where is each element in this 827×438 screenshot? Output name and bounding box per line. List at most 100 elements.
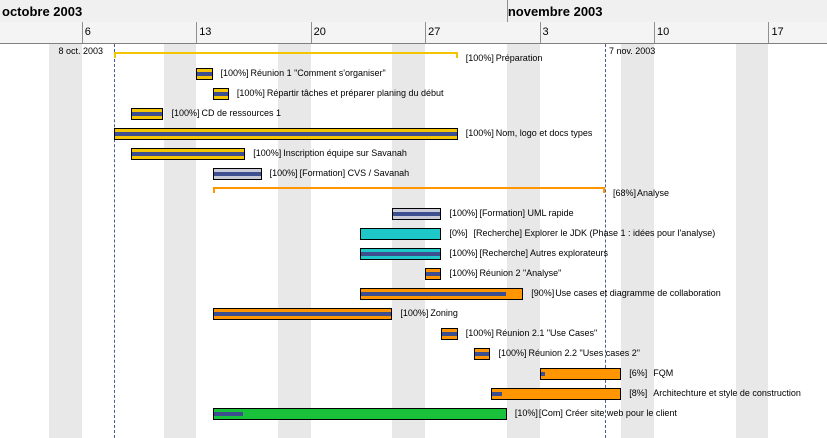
task-percent: [10%] (514, 408, 538, 418)
task-bar[interactable] (212, 88, 229, 100)
task-bar[interactable] (114, 128, 458, 140)
task-percent: [0%] (449, 228, 468, 238)
task-progress (442, 332, 457, 336)
task-progress (213, 92, 228, 96)
task-name: Préparation (495, 53, 543, 63)
task-percent: [90%] (531, 288, 555, 298)
task-progress (360, 252, 441, 256)
task-percent: [100%] (171, 108, 200, 118)
task-name: Réunion 2.2 "Uses cases 2" (528, 348, 640, 358)
date-marker-line (604, 44, 606, 438)
task-progress (213, 172, 261, 176)
task-bar[interactable] (392, 208, 442, 220)
week-label: 3 (542, 26, 549, 38)
task-bar[interactable] (359, 288, 524, 300)
task-name: Réunion 1 "Comment s'organiser" (250, 68, 386, 78)
task-bar[interactable] (196, 68, 213, 80)
task-progress (115, 132, 457, 136)
task-percent: [100%] (220, 68, 249, 78)
task-name: [Formation] UML rapide (479, 208, 574, 218)
task-bar[interactable] (212, 408, 507, 420)
task-percent: [100%] (465, 328, 494, 338)
task-name: [Recherche] Autres explorateurs (479, 248, 609, 258)
week-tick (81, 22, 83, 43)
task-percent: [100%] (449, 248, 478, 258)
task-name: Réunion 2.1 "Use Cases" (495, 328, 598, 338)
week-label: 10 (657, 26, 670, 38)
task-bar[interactable] (212, 168, 262, 180)
month-label: novembre 2003 (507, 4, 603, 19)
summary-bar[interactable] (212, 187, 605, 193)
task-name: Inscription équipe sur Savanah (283, 148, 407, 158)
month-divider (506, 0, 508, 22)
task-progress (491, 392, 502, 396)
week-tick (768, 22, 770, 43)
task-name: [Formation] CVS / Savanah (299, 168, 410, 178)
summary-cap (212, 187, 215, 193)
task-bar[interactable] (474, 348, 491, 360)
week-tick (654, 22, 655, 43)
task-progress (393, 212, 441, 216)
task-percent: [100%] (465, 128, 494, 138)
weekend-band (506, 44, 540, 438)
summary-cap (602, 187, 605, 193)
date-marker-label: 7 nov. 2003 (608, 46, 656, 56)
month-header (0, 0, 827, 23)
task-name: CD de ressources 1 (201, 108, 282, 118)
task-name: Use cases et diagramme de collaboration (555, 288, 721, 298)
task-name: FQM (653, 368, 674, 378)
week-label: 17 (771, 26, 784, 38)
task-bar[interactable] (130, 148, 246, 160)
task-percent: [100%] (236, 88, 265, 98)
task-progress (131, 152, 245, 156)
task-percent: [6%] (629, 368, 648, 378)
task-percent: [8%] (629, 388, 648, 398)
task-bar[interactable] (359, 228, 442, 240)
summary-bar[interactable] (114, 52, 458, 58)
task-percent: [100%] (400, 308, 429, 318)
week-label: 13 (199, 26, 212, 38)
week-tick (196, 22, 198, 43)
weekend-band (621, 44, 654, 438)
task-bar[interactable] (539, 368, 622, 380)
task-progress (197, 72, 212, 76)
month-label: octobre 2003 (2, 4, 83, 19)
task-percent: [100%] (269, 168, 298, 178)
task-bar[interactable] (359, 248, 442, 260)
week-tick (310, 22, 312, 43)
task-bar[interactable] (212, 308, 393, 320)
task-name: [Com] Créer site web pour le client (538, 408, 677, 418)
task-progress (213, 412, 243, 416)
task-name: Répartir tâches et préparer planing du d… (266, 88, 444, 98)
task-name: Architechture et style de construction (653, 388, 801, 398)
task-name: Nom, logo et docs types (495, 128, 593, 138)
task-progress (540, 372, 546, 376)
summary-cap (455, 52, 458, 58)
task-name: Réunion 2 "Analyse" (479, 268, 562, 278)
task-percent: [100%] (449, 268, 478, 278)
task-percent: [68%] (612, 188, 636, 198)
task-name: Analyse (636, 188, 669, 198)
week-tick (425, 22, 427, 43)
date-marker-line (114, 44, 116, 438)
weekend-band (163, 44, 197, 438)
task-bar[interactable] (130, 108, 164, 120)
task-progress (360, 292, 507, 296)
task-percent: [100%] (253, 148, 282, 158)
week-header (0, 22, 827, 44)
task-progress (475, 352, 490, 356)
week-tick (539, 22, 541, 43)
task-progress (131, 112, 163, 116)
task-percent: [100%] (449, 208, 478, 218)
weekend-band (735, 44, 769, 438)
task-bar[interactable] (490, 388, 622, 400)
week-label: 20 (313, 26, 326, 38)
task-bar[interactable] (425, 268, 442, 280)
task-bar[interactable] (441, 328, 458, 340)
task-percent: [100%] (465, 53, 494, 63)
weekend-band (49, 44, 82, 438)
task-name: Zoning (430, 308, 458, 318)
task-progress (213, 312, 392, 316)
weekend-band (392, 44, 426, 438)
